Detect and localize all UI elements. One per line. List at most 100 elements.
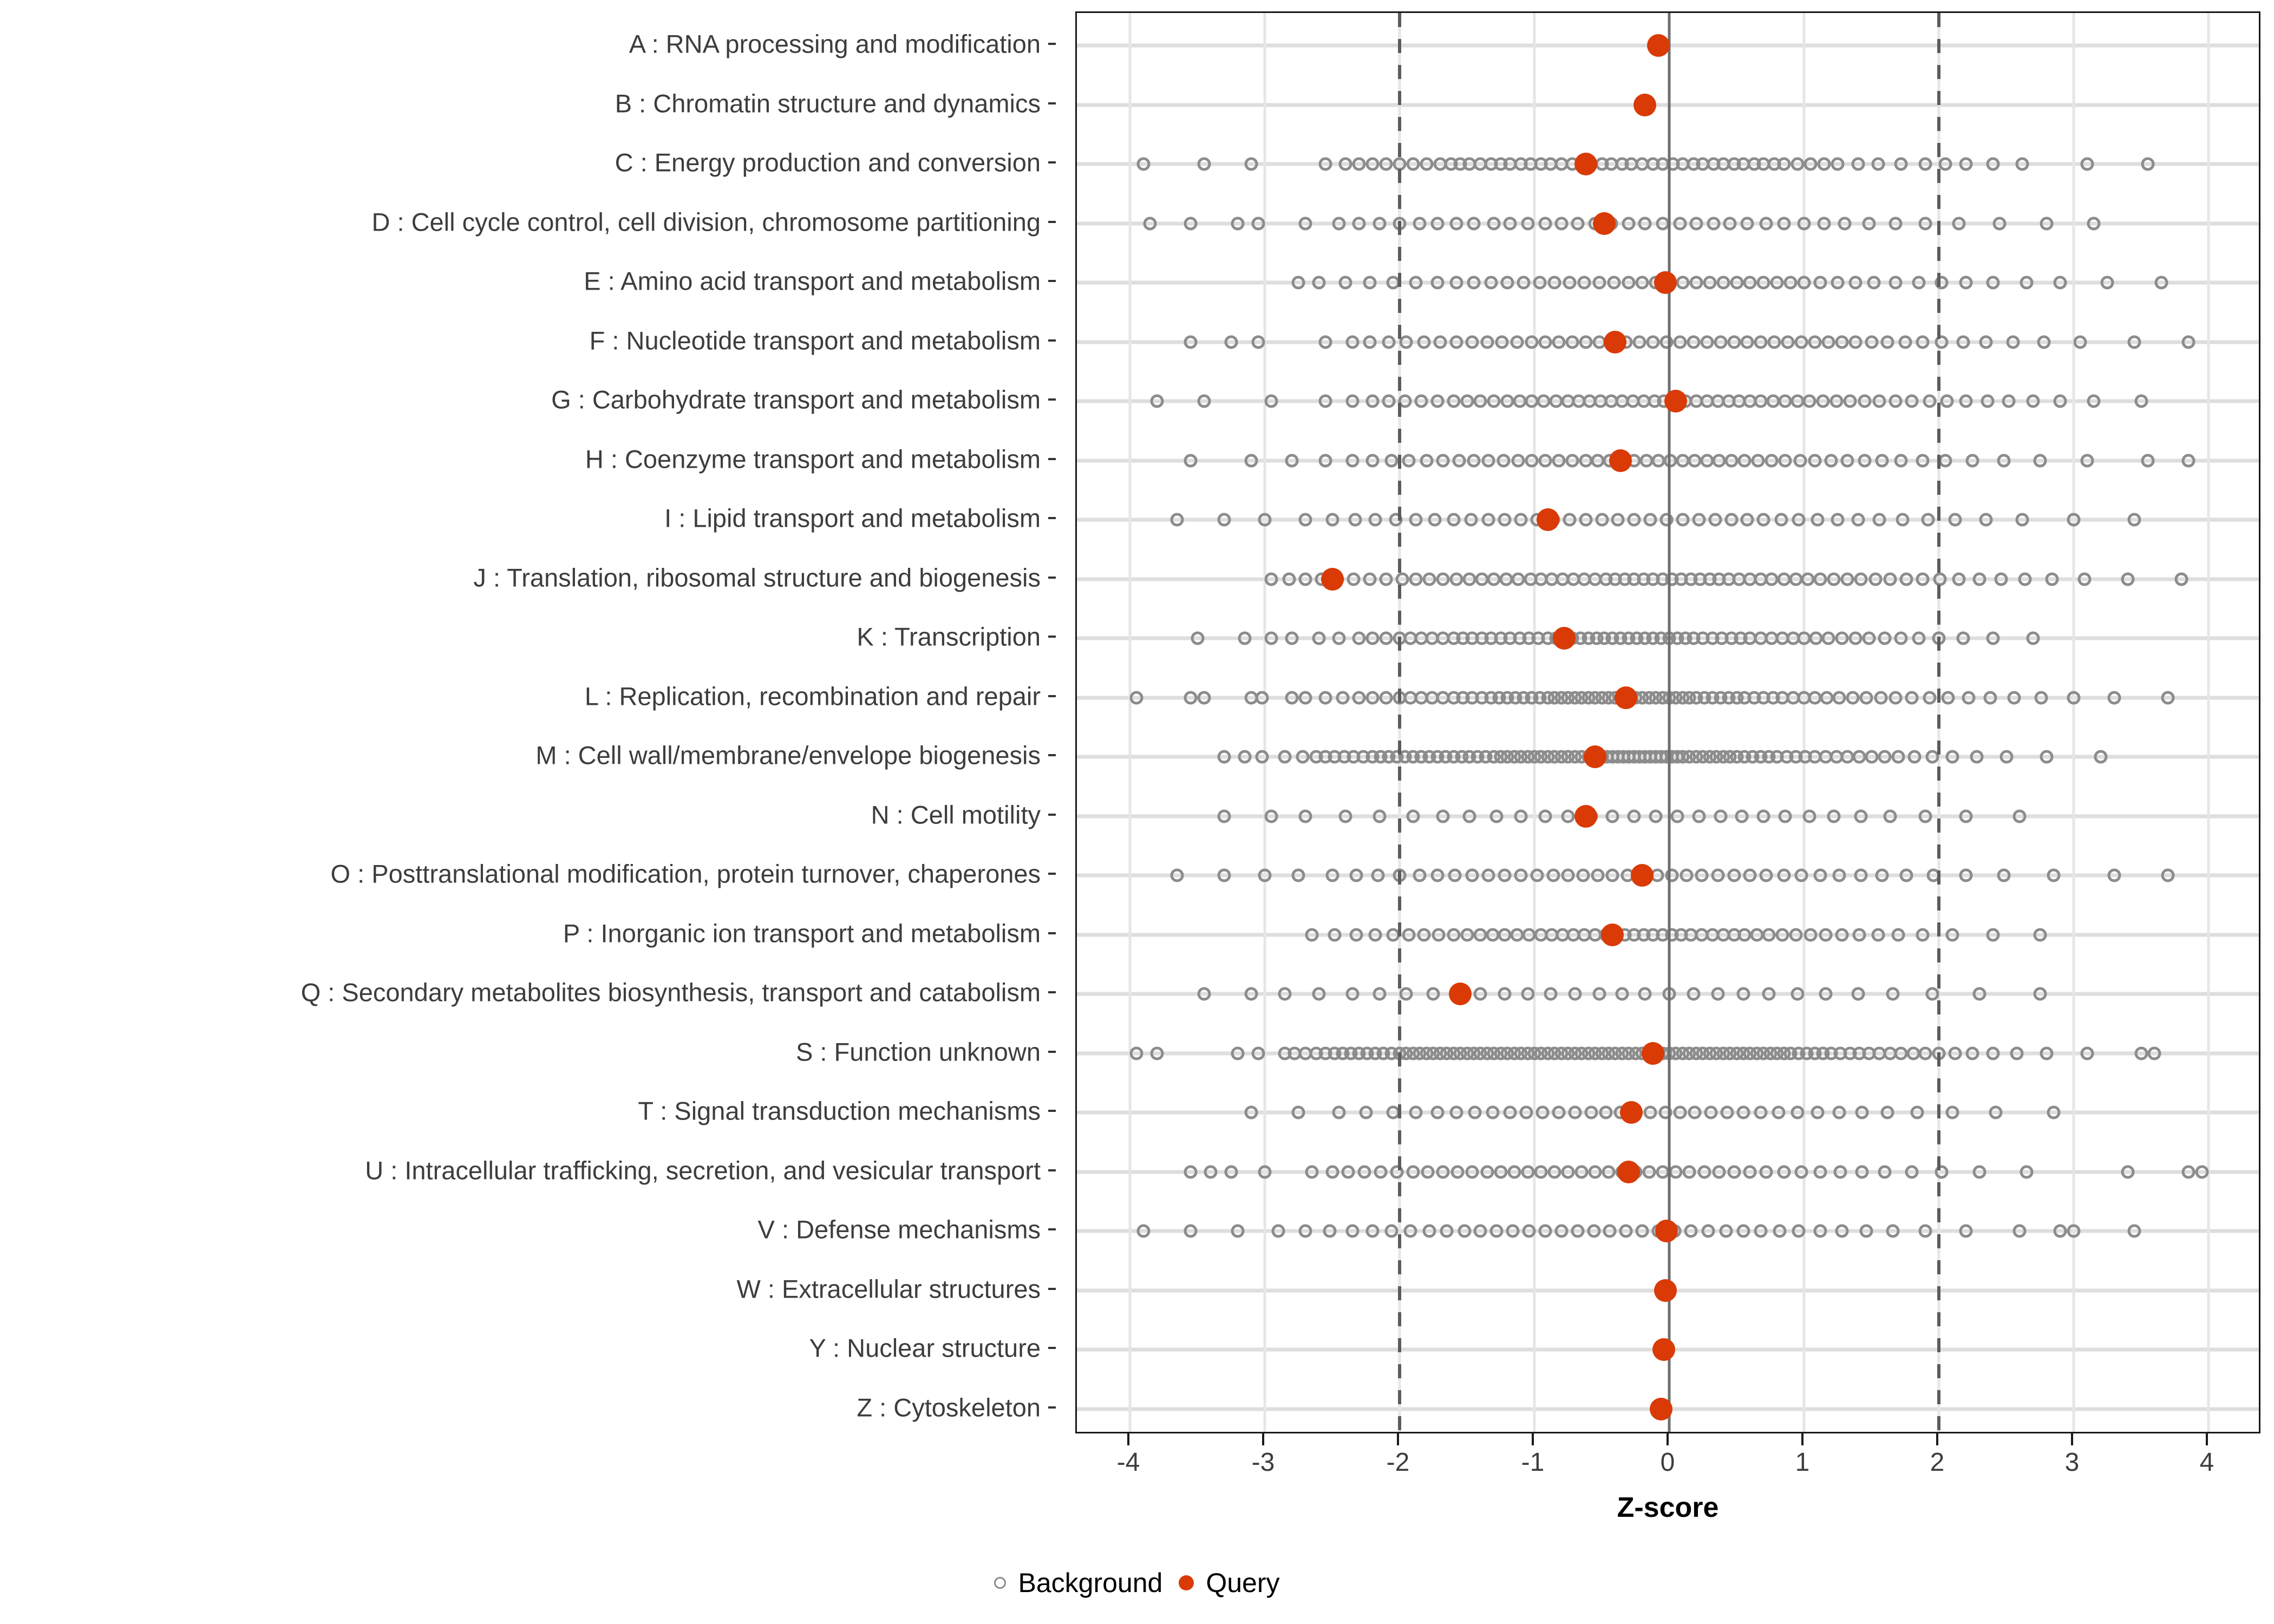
background-point	[1577, 276, 1591, 290]
background-point	[1486, 1105, 1500, 1119]
background-point	[1740, 217, 1754, 230]
background-point	[1948, 1046, 1962, 1060]
background-point	[1724, 513, 1739, 527]
legend-item-query: Query	[1179, 1567, 1280, 1599]
background-point	[1298, 1224, 1312, 1238]
background-point	[1224, 335, 1238, 349]
background-point	[1762, 987, 1776, 1001]
background-point	[1824, 454, 1838, 467]
background-point	[1318, 691, 1332, 704]
background-point	[1345, 987, 1360, 1001]
background-point	[1217, 750, 1231, 764]
background-point	[2107, 691, 2121, 704]
y-axis-tick	[1048, 1169, 1056, 1171]
plot-panel	[1075, 11, 2260, 1433]
background-point	[1473, 987, 1487, 1001]
y-axis-category-label: K : Transcription	[857, 622, 1041, 651]
background-point	[1238, 631, 1252, 645]
background-point	[1727, 868, 1741, 882]
background-point	[1689, 217, 1703, 230]
background-point	[1817, 217, 1831, 230]
background-point	[1855, 1165, 1869, 1178]
background-point	[1855, 1105, 1869, 1119]
background-point	[1851, 513, 1865, 527]
background-point	[1801, 572, 1815, 586]
background-point	[2026, 631, 2040, 645]
x-axis-tick	[1936, 1433, 1938, 1445]
background-point	[2100, 276, 2114, 290]
background-point	[1409, 276, 1423, 290]
background-point	[1584, 1105, 1598, 1119]
background-point	[1756, 809, 1770, 823]
background-point	[1449, 335, 1463, 349]
background-point	[1426, 987, 1440, 1001]
dashed-reference-line	[1398, 13, 1401, 1432]
background-point	[1561, 1165, 1575, 1178]
background-point	[1592, 987, 1606, 1001]
background-point	[1406, 157, 1420, 171]
background-point	[1347, 572, 1361, 586]
background-point	[1473, 928, 1487, 941]
background-point	[1379, 631, 1393, 645]
background-point	[1399, 987, 1413, 1001]
background-point	[1352, 157, 1366, 171]
background-point	[1406, 809, 1420, 823]
background-point	[1808, 335, 1822, 349]
background-point	[1704, 1105, 1718, 1119]
background-point	[1754, 394, 1768, 408]
background-point	[1341, 1165, 1355, 1178]
background-point	[1832, 691, 1846, 704]
background-point	[1338, 276, 1352, 290]
background-point	[1859, 691, 1873, 704]
background-point	[1872, 394, 1886, 408]
background-point	[1255, 691, 1269, 704]
background-point	[1651, 454, 1665, 467]
background-point	[1867, 276, 1881, 290]
background-point	[1506, 1224, 1520, 1238]
background-point	[1701, 1224, 1715, 1238]
query-point	[1655, 1220, 1678, 1242]
background-point	[2002, 394, 2016, 408]
background-point	[1603, 1224, 1617, 1238]
background-point	[1813, 276, 1827, 290]
background-point	[2073, 335, 2087, 349]
background-point	[1896, 513, 1910, 527]
background-point	[1959, 394, 1973, 408]
y-axis-category-label: T : Signal transduction mechanisms	[638, 1096, 1041, 1125]
background-point	[1821, 631, 1835, 645]
background-point	[1714, 335, 1728, 349]
background-point	[1605, 868, 1619, 882]
background-point	[1510, 928, 1524, 941]
background-point	[1447, 394, 1461, 408]
background-point	[1285, 691, 1299, 704]
background-point	[1359, 1105, 1373, 1119]
background-point	[1627, 809, 1641, 823]
background-point	[1979, 335, 1993, 349]
background-point	[1905, 691, 1919, 704]
background-point	[1428, 513, 1442, 527]
background-point	[1772, 1105, 1786, 1119]
y-axis-tick	[1048, 754, 1056, 756]
background-point	[1402, 928, 1416, 941]
background-point	[1561, 809, 1575, 823]
x-axis-tick-label: 4	[2199, 1448, 2214, 1477]
background-point	[1430, 394, 1445, 408]
background-point	[1511, 454, 1525, 467]
query-point	[1633, 93, 1657, 116]
background-point	[1727, 1165, 1741, 1178]
background-point	[1278, 987, 1292, 1001]
background-point	[1940, 394, 1954, 408]
y-axis-category-label: Y : Nuclear structure	[809, 1333, 1041, 1363]
background-point	[1831, 276, 1845, 290]
background-point	[1440, 1224, 1454, 1238]
background-point	[1965, 454, 1979, 467]
background-point	[1945, 1105, 1959, 1119]
background-point	[1244, 157, 1258, 171]
background-point	[1983, 691, 1997, 704]
background-point	[1989, 1105, 2003, 1119]
background-point	[1813, 1224, 1827, 1238]
background-point	[1217, 809, 1231, 823]
background-point	[1723, 217, 1737, 230]
background-point	[2141, 157, 2155, 171]
y-axis-tick	[1048, 1406, 1056, 1409]
